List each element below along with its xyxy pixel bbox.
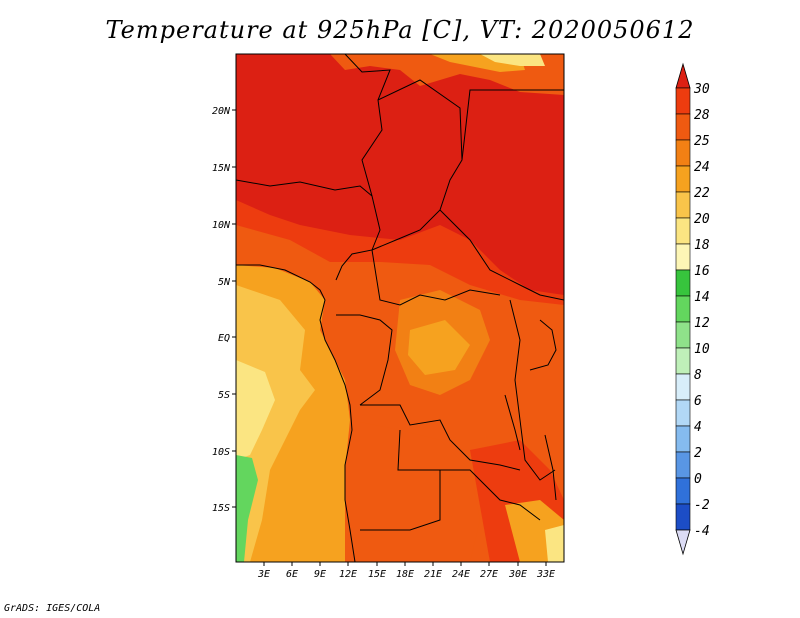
colorbar-segment [675, 191, 691, 219]
colorbar-label: 18 [694, 238, 710, 253]
colorbar-segment [675, 139, 691, 167]
lat-label-10s: 10S [212, 447, 230, 458]
lat-label-10n: 10N [212, 220, 231, 231]
lat-label-eq: EQ [218, 333, 230, 344]
colorbar-label: -2 [694, 498, 710, 513]
colorbar-segment [675, 217, 691, 245]
colorbar-segment [675, 477, 691, 505]
border-east [509, 299, 556, 481]
lon-label-9e: 9E [314, 569, 326, 580]
colorbar-label: -4 [694, 524, 710, 539]
field-north-pale [480, 54, 545, 66]
border-congo [336, 314, 393, 406]
lon-label-21e: 21E [424, 569, 442, 580]
border-angola-drc [360, 404, 521, 471]
field-congo-light [408, 320, 470, 375]
chart-title: Temperature at 925hPa [C], VT: 202005061… [105, 16, 695, 44]
field-cool-green [236, 455, 258, 562]
lake-malawi [544, 434, 557, 501]
lake-tanganyika [504, 394, 521, 451]
lat-label-15n: 15N [212, 163, 231, 174]
colorbar-segment [675, 165, 691, 193]
colorbar-segment [675, 243, 691, 271]
colorbar-segment [675, 399, 691, 427]
colorbar-segment [675, 425, 691, 453]
colorbar-label: 30 [693, 82, 710, 97]
colorbar-label: 22 [694, 186, 710, 201]
colorbar-label: 12 [694, 316, 710, 331]
field-angola [350, 420, 480, 562]
colorbar-label: 0 [694, 472, 702, 487]
credit-text: GrADS: IGES/COLA [4, 603, 101, 614]
colorbar-label: 16 [694, 264, 710, 279]
longitude-axis: 3E 6E 9E 12E 15E 18E 21E 24E 27E 30E 33E [257, 569, 555, 580]
colorbar-label: 25 [694, 134, 710, 149]
colorbar-segment [675, 321, 691, 349]
lat-label-5n: 5N [218, 277, 231, 288]
colorbar-label: 14 [694, 290, 710, 305]
lon-label-24e: 24E [452, 569, 470, 580]
borders [236, 54, 564, 562]
map-frame [235, 53, 565, 563]
field-southeast-pale [545, 525, 564, 562]
colorbar-segment [675, 87, 691, 115]
colorbar-label: 28 [694, 108, 710, 123]
colorbar-label: 8 [694, 368, 702, 383]
border-sudan-egypt [461, 89, 564, 161]
lon-label-33e: 33E [536, 569, 555, 580]
lon-label-12e: 12E [339, 569, 357, 580]
lake-victoria [529, 319, 557, 371]
lon-label-3e: 3E [257, 569, 270, 580]
colorbar-label: 6 [694, 394, 702, 409]
latitude-axis: 20N 15N 10N 5N EQ 5S 10S 15S [212, 106, 231, 514]
colorbar-segment [675, 347, 691, 375]
colorbar-label: 2 [694, 446, 702, 461]
colorbar-segment [675, 269, 691, 297]
field-ocean-yellow [236, 285, 315, 562]
colorbar-segment [675, 295, 691, 323]
colorbar-bottom-triangle [675, 529, 691, 556]
colorbar-segment [675, 503, 691, 531]
lon-label-18e: 18E [396, 569, 414, 580]
colorbar-top-triangle [675, 62, 691, 89]
border-zambia [440, 469, 541, 521]
colorbar-label: 24 [694, 160, 710, 175]
coastline [236, 264, 356, 562]
lat-label-15s: 15S [212, 503, 230, 514]
colorbar-segment [675, 451, 691, 479]
border-angola-south [360, 429, 441, 531]
lon-label-6e: 6E [286, 569, 298, 580]
border-car-drc [371, 249, 501, 306]
border-car-sudan [439, 209, 564, 301]
lon-label-15e: 15E [368, 569, 386, 580]
lon-label-27e: 27E [480, 569, 498, 580]
colorbar-segment [675, 373, 691, 401]
colorbar-label: 20 [694, 212, 710, 227]
colorbar-segment [675, 113, 691, 141]
lat-label-20n: 20N [212, 106, 231, 117]
lat-label-5s: 5S [218, 390, 230, 401]
border-chad-sudan [371, 79, 463, 251]
colorbar-label: 4 [694, 420, 702, 435]
field-ocean-pale [236, 360, 275, 460]
temperature-field [236, 54, 564, 562]
colorbar-label: 10 [694, 342, 710, 357]
tick-marks [232, 109, 547, 566]
lon-label-30e: 30E [508, 569, 527, 580]
